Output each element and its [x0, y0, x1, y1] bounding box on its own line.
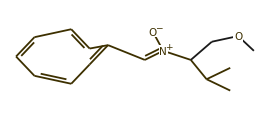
Text: +: +: [165, 43, 173, 51]
Text: N: N: [159, 46, 167, 56]
Text: O: O: [149, 27, 157, 37]
Text: O: O: [234, 32, 242, 42]
Text: −: −: [155, 23, 162, 32]
